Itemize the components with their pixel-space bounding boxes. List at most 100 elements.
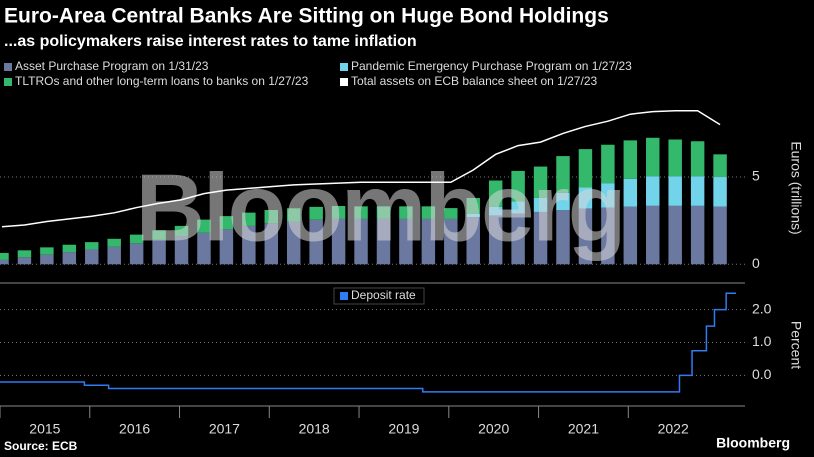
rate-line: [0, 292, 737, 393]
bar-segment: [85, 249, 99, 265]
bar-segment: [331, 206, 346, 219]
bar-segment: [488, 215, 503, 265]
x-tick-label: 2016: [119, 421, 150, 437]
bar-segment: [578, 208, 593, 265]
bar-segment: [511, 213, 525, 265]
bar-segment: [556, 192, 570, 211]
x-tick-label: 2022: [658, 421, 689, 437]
bar-segment: [0, 259, 9, 265]
bar-segment: [646, 137, 660, 177]
bar-segment: [488, 206, 503, 216]
bar-segment: [62, 244, 77, 253]
chart-title: Euro-Area Central Banks Are Sitting on H…: [4, 5, 609, 28]
bar-segment: [421, 218, 436, 265]
bar-segment: [264, 223, 279, 265]
watermark: Bloomberg: [136, 154, 625, 261]
y-tick-label: 0: [752, 255, 760, 271]
brand: Bloomberg: [716, 435, 790, 451]
bar-segment: [668, 176, 682, 206]
bar-segment: [62, 252, 77, 265]
bar-segment: [646, 205, 660, 265]
bar-segment: [713, 154, 727, 178]
legend-label: TLTROs and other long-term loans to bank…: [15, 74, 309, 88]
y-axis-title: Percent: [788, 321, 804, 369]
bar-segment: [286, 221, 301, 265]
bar-segment: [668, 139, 682, 177]
bar-segment: [197, 232, 211, 265]
bar-segment: [488, 180, 503, 207]
legend-swatch: [4, 63, 12, 71]
bar-segment: [399, 206, 413, 219]
bar-segment: [40, 254, 54, 265]
bar-segment: [444, 218, 458, 265]
bar-segment: [578, 149, 593, 188]
bar-segment: [668, 205, 682, 265]
bar-segment: [690, 176, 705, 206]
legend-label: Total assets on ECB balance sheet on 1/2…: [351, 74, 597, 88]
bar-segment: [152, 230, 166, 240]
bar-segment: [17, 250, 32, 258]
x-tick-label: 2017: [209, 421, 240, 437]
bar-segment: [242, 225, 256, 265]
bar-segment: [646, 176, 660, 206]
total-line: [1, 109, 721, 228]
bar-segment: [399, 218, 413, 265]
source: Source: ECB: [4, 439, 78, 453]
bar-segment: [690, 205, 705, 265]
legend-label: Asset Purchase Program on 1/31/23: [15, 59, 209, 73]
chart-subtitle: ...as policymakers raise interest rates …: [4, 33, 417, 50]
bar-segment: [623, 206, 638, 265]
bar-segment: [286, 208, 301, 222]
legend-label: Pandemic Emergency Purchase Program on 1…: [351, 59, 632, 73]
bar-segment: [511, 170, 525, 202]
bar-segment: [533, 166, 548, 198]
bar-segment: [85, 242, 99, 250]
bar-segment: [242, 212, 256, 226]
bar-segment: [376, 206, 391, 219]
x-tick-label: 2019: [388, 421, 419, 437]
x-tick-label: 2020: [478, 421, 509, 437]
bar-segment: [354, 218, 368, 265]
bar-segment: [0, 252, 9, 260]
bar-segment: [623, 140, 638, 179]
bar-segment: [331, 218, 346, 265]
bar-segment: [219, 229, 234, 265]
y-tick-label: 1.0: [752, 333, 772, 349]
bar-segment: [174, 225, 189, 237]
bar-segment: [466, 213, 480, 218]
bar-segment: [376, 218, 391, 265]
bar-segment: [533, 211, 548, 265]
bar-segment: [601, 183, 615, 208]
bar-segment: [107, 246, 121, 265]
legend-swatch: [4, 78, 12, 86]
bar-segment: [511, 201, 525, 214]
bar-segment: [601, 144, 615, 184]
bar-segment: [466, 197, 480, 214]
bar-segment: [309, 219, 323, 265]
bar-segment: [219, 216, 234, 230]
bar-segment: [690, 141, 705, 177]
y-tick-label: 5: [752, 168, 760, 184]
legend-swatch: [340, 78, 348, 86]
legend-swatch: [340, 63, 348, 71]
bar-segment: [129, 234, 144, 244]
bar-segment: [713, 206, 727, 265]
legend-label: Deposit rate: [351, 288, 416, 302]
bar-segment: [152, 239, 166, 265]
bar-segment: [466, 217, 480, 265]
bar-segment: [578, 187, 593, 209]
x-tick-label: 2021: [568, 421, 599, 437]
bar-segment: [174, 236, 189, 265]
bar-segment: [556, 156, 570, 193]
bar-segment: [623, 178, 638, 207]
y-axis-title: Euros (trillions): [788, 141, 804, 234]
y-tick-label: 2.0: [752, 300, 772, 316]
bar-segment: [17, 257, 32, 265]
bar-segment: [309, 206, 323, 220]
bar-segment: [264, 210, 279, 224]
x-tick-label: 2015: [29, 421, 60, 437]
bar-segment: [107, 238, 121, 247]
x-tick-label: 2018: [299, 421, 330, 437]
bar-segment: [40, 247, 54, 255]
